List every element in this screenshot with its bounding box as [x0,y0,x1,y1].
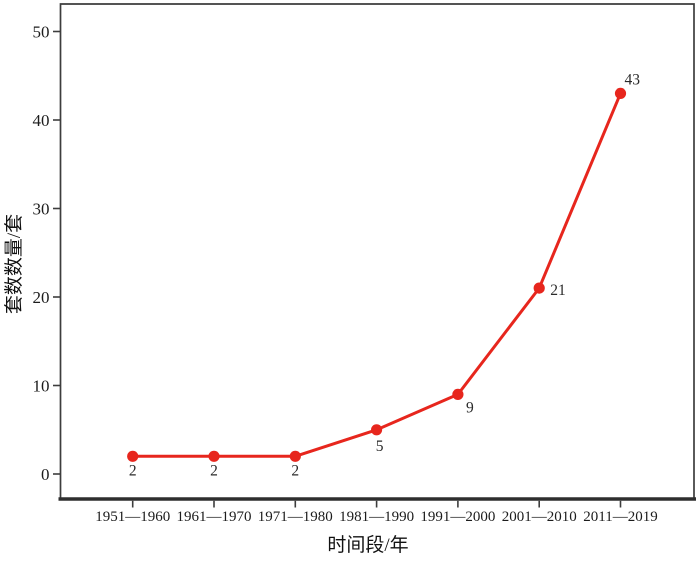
data-point [452,388,464,400]
data-point-label: 43 [625,71,641,88]
y-tick-label: 10 [33,377,50,396]
data-point [289,450,301,462]
x-tick-label: 1961—1970 [177,509,252,525]
x-tick-label: 1971—1980 [258,509,333,525]
y-tick-label: 0 [41,465,50,484]
plot-border [59,3,695,499]
data-point [371,424,383,436]
data-point [614,87,627,99]
data-point-label: 5 [376,438,384,455]
y-tick-label: 40 [33,111,50,130]
data-point-label: 21 [550,282,566,299]
y-tick-label: 30 [33,200,50,219]
data-point-label: 9 [466,399,474,416]
x-tick-label: 1991—2000 [420,509,495,525]
x-tick-label: 2011—2019 [583,509,657,525]
x-tick-label: 1981—1990 [339,509,414,525]
y-tick-label: 50 [33,23,50,42]
data-point-label: 2 [210,462,218,479]
x-tick-label: 1951—1960 [95,509,170,525]
x-axis-title: 时间段/年 [327,534,408,556]
data-point-label: 2 [291,462,299,479]
data-point-label: 2 [129,462,137,479]
data-point [208,450,220,462]
data-point [127,450,139,462]
y-tick-label: 20 [33,288,50,307]
x-tick-label: 2001—2010 [502,509,577,525]
y-axis-title: 套数数量/套 [3,214,25,314]
data-point [533,282,545,294]
